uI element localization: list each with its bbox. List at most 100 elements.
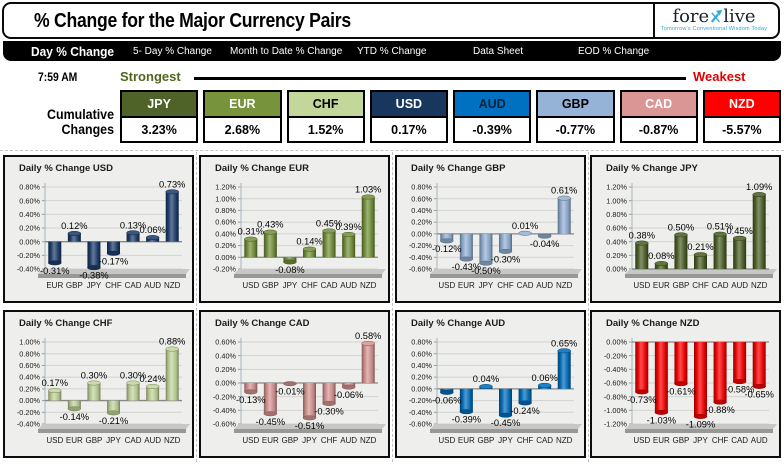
svg-text:0.20%: 0.20% xyxy=(411,373,432,382)
chart-daily-eur: Daily % Change EUR -0.20% 0.00% 0.20% 0.40% 0… xyxy=(199,155,390,303)
svg-text:AUD: AUD xyxy=(144,436,161,445)
badge-currency-code: CAD xyxy=(621,92,696,116)
svg-text:-0.17%: -0.17% xyxy=(99,256,128,266)
chart-canvas: -0.60% -0.40% -0.20% 0.00% 0.20% 0.40% 0.60% 0.… xyxy=(409,183,582,290)
badge-cumulative-value: -5.57% xyxy=(704,116,779,141)
svg-text:0.40%: 0.40% xyxy=(19,373,40,382)
tab-eod-change[interactable]: EOD % Change xyxy=(578,45,650,57)
svg-text:-0.88%: -0.88% xyxy=(705,405,734,415)
svg-text:GBP: GBP xyxy=(672,436,689,445)
logo-tagline: Tomorrow's Conventional Wisdom Today xyxy=(660,26,768,32)
svg-text:-1.09%: -1.09% xyxy=(686,419,715,429)
svg-text:0.24%: 0.24% xyxy=(139,374,165,384)
badge-cad: CAD -0.87% xyxy=(619,90,698,143)
svg-text:-0.40%: -0.40% xyxy=(409,408,433,417)
svg-text:JPY: JPY xyxy=(106,436,121,445)
svg-text:-0.20%: -0.20% xyxy=(17,408,41,417)
svg-text:-0.06%: -0.06% xyxy=(432,395,461,405)
svg-text:EUR: EUR xyxy=(653,436,670,445)
svg-text:-0.43%: -0.43% xyxy=(452,262,481,272)
svg-text:NZD: NZD xyxy=(360,436,377,445)
svg-text:USD: USD xyxy=(242,281,259,290)
svg-text:-0.30%: -0.30% xyxy=(491,254,520,264)
chart-daily-nzd: Daily % Change NZD -1.20% -1.00% -0.80% -0.6… xyxy=(590,310,781,458)
svg-text:CHF: CHF xyxy=(105,281,122,290)
svg-text:-0.14%: -0.14% xyxy=(60,412,89,422)
badge-cumulative-value: 1.52% xyxy=(288,116,363,141)
tab-ytd-change[interactable]: YTD % Change xyxy=(357,45,427,57)
svg-text:0.60%: 0.60% xyxy=(215,338,236,347)
chart-title: Daily % Change USD xyxy=(19,163,113,174)
badge-nzd: NZD -5.57% xyxy=(702,90,781,143)
svg-text:-0.24%: -0.24% xyxy=(510,406,539,416)
svg-text:-0.20%: -0.20% xyxy=(17,251,41,260)
svg-text:NZD: NZD xyxy=(751,281,768,290)
chart-title: Daily % Change JPY xyxy=(606,163,698,174)
svg-text:AUD: AUD xyxy=(751,436,768,445)
svg-text:0.60%: 0.60% xyxy=(411,194,432,203)
svg-text:-1.20%: -1.20% xyxy=(604,420,628,429)
tab-data-sheet[interactable]: Data Sheet xyxy=(473,45,524,57)
svg-text:0.00%: 0.00% xyxy=(215,379,236,388)
svg-text:AUD: AUD xyxy=(340,436,357,445)
chart-daily-aud: Daily % Change AUD -0.60% -0.40% -0.20% 0.00… xyxy=(395,310,586,458)
svg-text:0.40%: 0.40% xyxy=(411,206,432,215)
logo-wordmark: fore live xyxy=(658,7,770,27)
svg-text:-0.20%: -0.20% xyxy=(213,265,237,274)
svg-text:AUD: AUD xyxy=(144,281,161,290)
tab-month-to-date-change[interactable]: Month to Date % Change xyxy=(230,45,343,57)
svg-text:-0.01%: -0.01% xyxy=(275,387,304,397)
strongest-label: Strongest xyxy=(120,69,181,84)
svg-text:0.40%: 0.40% xyxy=(19,210,40,219)
svg-text:JPY: JPY xyxy=(479,281,494,290)
chart-canvas: -0.60% -0.40% -0.20% 0.00% 0.20% 0.40% 0.60% -0… xyxy=(213,331,386,445)
svg-text:-0.80%: -0.80% xyxy=(604,392,628,401)
svg-text:0.51%: 0.51% xyxy=(707,222,733,232)
svg-text:AUD: AUD xyxy=(536,281,553,290)
svg-text:-0.40%: -0.40% xyxy=(604,365,628,374)
weakest-label: Weakest xyxy=(693,69,746,84)
svg-text:0.80%: 0.80% xyxy=(606,210,627,219)
svg-text:0.00%: 0.00% xyxy=(606,338,627,347)
chart-daily-jpy: Daily % Change JPY 0.00% 0.20% 0.40% 0.60% 0.… xyxy=(590,155,781,303)
svg-text:-0.20%: -0.20% xyxy=(409,396,433,405)
chart-daily-gbp: Daily % Change GBP -0.60% -0.40% -0.20% 0.00… xyxy=(395,155,586,303)
page-break-horizontal xyxy=(0,150,784,151)
page-break-vertical xyxy=(392,152,393,462)
svg-text:-0.21%: -0.21% xyxy=(99,416,128,426)
badge-currency-code: JPY xyxy=(122,92,197,116)
chart-canvas: -0.40% -0.20% 0.00% 0.20% 0.40% 0.60% 0.80% 1.0… xyxy=(17,337,190,445)
tab-5-day-change[interactable]: 5- Day % Change xyxy=(133,45,212,57)
svg-text:0.80%: 0.80% xyxy=(19,183,40,192)
badge-aud: AUD -0.39% xyxy=(453,90,532,143)
svg-text:0.01%: 0.01% xyxy=(512,221,538,231)
svg-text:0.00%: 0.00% xyxy=(606,265,627,274)
svg-text:0.00%: 0.00% xyxy=(411,384,432,393)
svg-text:1.00%: 1.00% xyxy=(606,196,627,205)
svg-text:NZD: NZD xyxy=(556,281,573,290)
svg-text:JPY: JPY xyxy=(693,436,708,445)
svg-text:0.00%: 0.00% xyxy=(19,237,40,246)
svg-text:-0.40%: -0.40% xyxy=(17,420,41,429)
svg-text:-0.40%: -0.40% xyxy=(17,265,41,274)
badge-eur: EUR 2.68% xyxy=(203,90,282,143)
strength-line xyxy=(194,77,686,80)
svg-text:-0.20%: -0.20% xyxy=(409,241,433,250)
svg-text:EUR: EUR xyxy=(46,281,63,290)
svg-text:GBP: GBP xyxy=(85,436,102,445)
page-break-vertical xyxy=(588,152,589,462)
svg-text:-0.08%: -0.08% xyxy=(275,265,304,275)
tab-day-change[interactable]: Day % Change xyxy=(31,43,115,59)
svg-text:-0.73%: -0.73% xyxy=(627,395,656,405)
svg-text:0.43%: 0.43% xyxy=(257,220,283,230)
svg-text:0.60%: 0.60% xyxy=(19,196,40,205)
badge-currency-code: CHF xyxy=(288,92,363,116)
tab-bar: Day % Change 5- Day % Change Month to Date… xyxy=(3,41,781,61)
svg-text:0.20%: 0.20% xyxy=(19,224,40,233)
svg-text:0.20%: 0.20% xyxy=(215,241,236,250)
svg-text:-0.40%: -0.40% xyxy=(409,253,433,262)
svg-text:-0.60%: -0.60% xyxy=(409,420,433,429)
svg-text:USD: USD xyxy=(438,436,455,445)
svg-text:CHF: CHF xyxy=(321,436,338,445)
chart-title: Daily % Change NZD xyxy=(606,318,700,329)
